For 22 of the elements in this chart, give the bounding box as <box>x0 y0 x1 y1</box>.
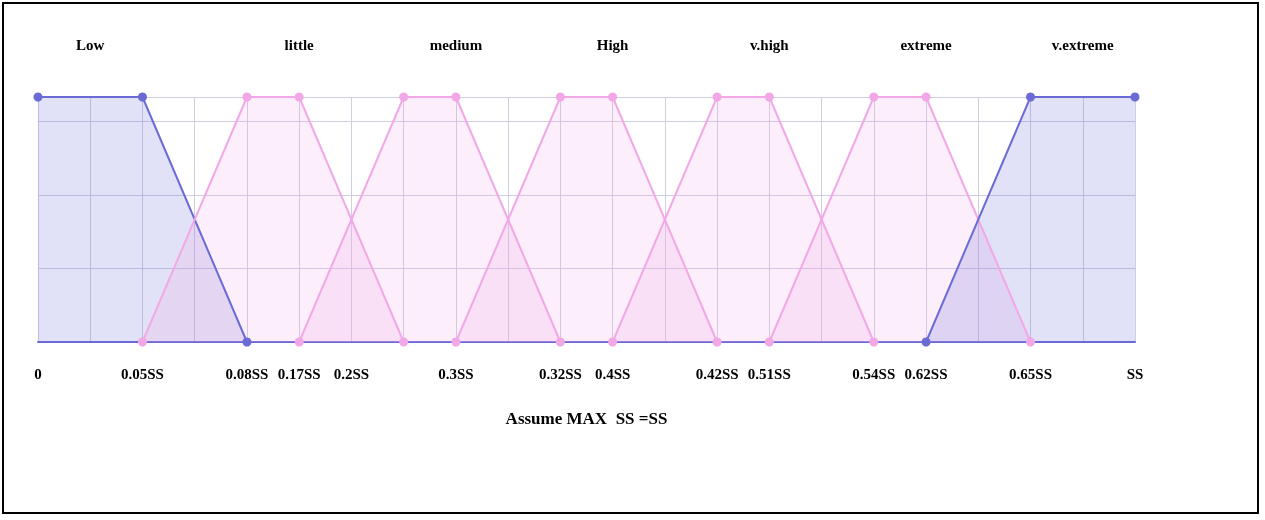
x-tick-label: 0.05SS <box>121 365 164 382</box>
x-tick-label: 0.62SS <box>904 365 948 382</box>
x-tick-label: 0.4SS <box>594 365 631 382</box>
x-tick-label: 0 <box>34 365 42 382</box>
x-tick-label: SS <box>1126 365 1144 382</box>
x-axis-title: Assume MAX SS =SS <box>505 409 668 428</box>
text: extreme <box>900 36 953 53</box>
text: v.high <box>749 36 790 53</box>
x-tick-label: 0.54SS <box>852 365 896 382</box>
x-tick-label: 0.3SS <box>438 365 474 382</box>
text: medium <box>429 36 483 53</box>
text: Low <box>76 36 105 53</box>
x-tick-label: 0.32SS <box>538 365 582 382</box>
text: v.extreme <box>1051 36 1114 53</box>
x-tick-label: 0.42SS <box>695 365 739 382</box>
text: little <box>284 36 315 53</box>
x-tick-label: 0.51SS <box>747 365 791 382</box>
x-tick-label: 0.17SS <box>277 365 321 382</box>
x-tick-label: 0.08SS <box>225 365 269 382</box>
text: High <box>596 36 630 53</box>
x-tick-label: 0.2SS <box>333 365 370 382</box>
x-tick-label: 0.65SS <box>1009 365 1052 382</box>
